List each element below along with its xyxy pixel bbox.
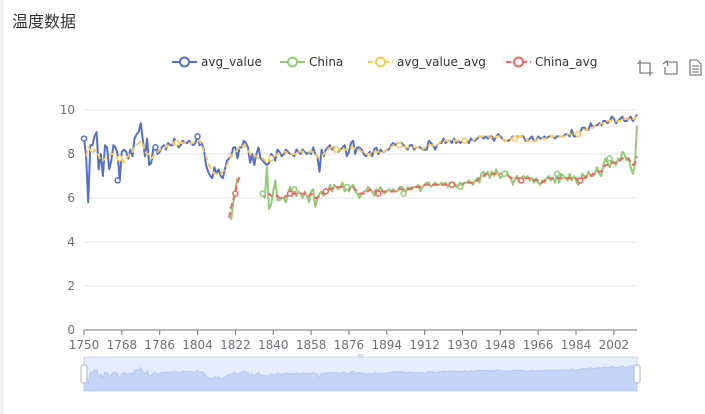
restore-icon[interactable] [662,60,678,75]
marker-China [501,170,508,178]
data-zoom-move-handle[interactable] [357,354,364,357]
x-tick-label: 1786 [144,338,175,352]
legend: avg_value China avg_value_avg China_avg [172,55,597,69]
data-zoom-slider[interactable] [80,354,641,392]
legend-marker [179,56,190,68]
legend-marker [375,56,386,68]
marker-avg_value_avg [511,135,519,142]
legend-item-avg_value[interactable]: avg_value [172,55,262,69]
series-markers [80,130,613,197]
x-tick-label: 1930 [447,338,478,352]
y-tick-label: 6 [67,191,75,205]
marker-China_avg [448,181,456,189]
marker-China [553,170,561,178]
x-tick-label: 1912 [409,338,440,352]
series-line-China_avg [228,175,241,218]
marker-China_avg [518,177,525,184]
legend-item-avg_value_avg[interactable]: avg_value_avg [368,55,486,69]
y-axis: 0 2 4 6 8 10 [60,103,75,337]
y-tick-label: 0 [67,323,75,337]
series-lines [83,113,638,221]
x-tick-label: 1840 [258,338,289,352]
x-axis: 1750 1768 1786 1804 1822 1840 1858 1876 1894 1912… [69,330,629,352]
legend-item-China[interactable]: China [280,55,343,69]
marker-avg_value_avg [396,141,403,149]
marker-China [457,183,464,191]
toolbox [637,59,702,76]
y-tick-label: 4 [67,235,75,249]
marker-avg_value [194,133,201,140]
x-tick-label: 1966 [523,338,554,352]
y-tick-label: 10 [60,103,75,117]
marker-avg_value_avg [574,130,582,138]
marker-avg_value_avg [116,155,123,162]
marker-avg_value_avg [267,155,275,162]
marker-China_avg [286,190,294,197]
marker-avg_value_avg [173,139,180,147]
marker-China [400,190,407,197]
data-zoom-preview [83,365,638,392]
legend-marker [287,56,298,68]
legend-label: avg_value [201,55,262,69]
y-tick-label: 2 [67,279,75,293]
marker-China_avg [322,188,330,195]
series-line-China_avg [259,155,638,199]
marker-China [343,183,351,191]
page-title: 温度数据 [12,12,77,31]
data-zoom-end-handle[interactable] [633,364,641,384]
x-tick-label: 2002 [599,338,630,352]
marker-China_avg [576,177,584,184]
zoom-select-icon[interactable] [637,60,653,76]
x-tick-label: 1876 [334,338,365,352]
marker-China [291,185,298,193]
marker-avg_value [80,135,88,142]
x-tick-label: 1858 [296,338,327,352]
data-view-icon[interactable] [689,59,702,76]
marker-avg_value [114,177,121,184]
legend-label: China_avg [535,55,597,69]
series-line-avg_value [83,113,638,204]
legend-marker [513,56,524,68]
data-zoom-start-handle[interactable] [80,364,88,384]
marker-China [259,190,266,197]
marker-China_avg [375,190,382,197]
x-tick-label: 1768 [107,338,138,352]
x-tick-label: 1822 [220,338,251,352]
x-tick-label: 1804 [182,338,213,352]
x-tick-label: 1894 [372,338,403,352]
y-tick-label: 8 [67,147,75,161]
x-tick-label: 1984 [561,338,592,352]
marker-avg_value [152,144,159,151]
series-line-avg_value_avg [85,115,638,175]
marker-avg_value_avg [333,146,340,153]
marker-China_avg [232,190,239,197]
data-zoom-window[interactable] [84,357,637,391]
left-rail [0,0,4,414]
marker-China [606,155,613,162]
legend-label: avg_value_avg [397,55,486,69]
legend-item-China_avg[interactable]: China_avg [506,55,597,69]
x-tick-label: 1948 [485,338,516,352]
legend-label: China [309,55,343,69]
marker-avg_value_avg [461,137,468,145]
grid [84,109,637,331]
x-tick-label: 1750 [69,338,100,352]
